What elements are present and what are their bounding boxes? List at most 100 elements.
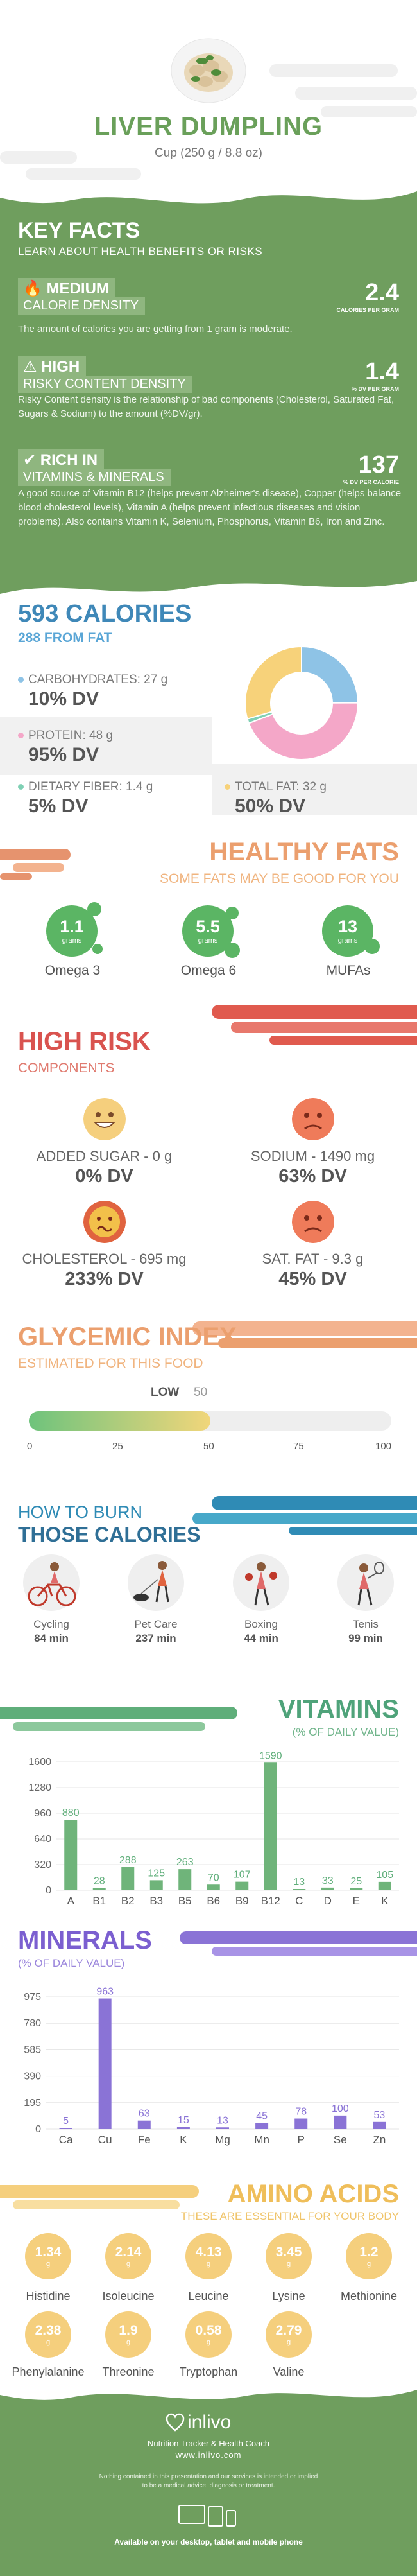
burn-boxing: Boxing 44 min xyxy=(226,1554,296,1650)
risky-density-desc: Risky Content density is the relationshi… xyxy=(18,394,395,419)
glycemic-decoration xyxy=(192,1321,417,1348)
y-tick-label: 0 xyxy=(46,1885,51,1896)
serving-size: Cup (250 g / 8.8 oz) xyxy=(155,146,262,160)
healthy-fats-title: HEALTHY FATS xyxy=(209,838,399,866)
calorie-density-level: 🔥 MEDIUM xyxy=(18,278,115,299)
value-label-E: 25 xyxy=(350,1876,362,1887)
protein-bg xyxy=(0,717,212,775)
bar-C xyxy=(293,1889,306,1890)
value-label-Zn: 53 xyxy=(374,2110,386,2121)
risky-density-unit: % DV PER GRAM xyxy=(351,386,399,392)
fiber-dot xyxy=(18,784,24,790)
amino-phenylalanine: 2.38 g Phenylalanine xyxy=(6,2311,90,2382)
happy-face-icon xyxy=(83,1098,126,1140)
bar-K xyxy=(176,2127,190,2129)
key-facts-section: KEY FACTS LEARN ABOUT HEALTH BENEFITS OR… xyxy=(0,186,417,604)
y-tick-label: 0 xyxy=(35,2124,41,2135)
vitamins-minerals-value: 137 xyxy=(358,451,399,478)
sad-face-icon xyxy=(292,1098,334,1140)
amino-threonine: 1.9 g Threonine xyxy=(87,2311,170,2382)
category-label-Zn: Zn xyxy=(373,2134,386,2146)
donut-slice-protein xyxy=(248,702,359,760)
y-tick-label: 640 xyxy=(34,1834,51,1845)
category-label-A: A xyxy=(67,1895,75,1907)
value-label-Cu: 963 xyxy=(96,1987,114,1997)
amino-tryptophan: 0.58 g Tryptophan xyxy=(167,2311,250,2382)
minerals-chart: 975 780 585 390 195 0 5 Ca 963 Cu 63 Fe 15 K 13 Mg 45 Mn 7… xyxy=(24,1987,399,2146)
value-label-Mn: 45 xyxy=(256,2110,268,2121)
glycemic-fill xyxy=(29,1411,210,1431)
amino-isoleucine: 2.14 g Isoleucine xyxy=(87,2233,170,2310)
category-label-B2: B2 xyxy=(121,1895,135,1907)
value-label-B3: 125 xyxy=(148,1868,165,1879)
bar-B3 xyxy=(149,1880,163,1890)
devices-icon xyxy=(178,2505,236,2527)
wave-top xyxy=(0,186,417,204)
category-label-C: C xyxy=(295,1895,303,1907)
risk-decoration xyxy=(212,1005,417,1045)
value-label-Fe: 63 xyxy=(139,2109,150,2119)
bar-B6 xyxy=(207,1884,220,1890)
category-label-Mg: Mg xyxy=(215,2134,230,2146)
amino-title: AMINO ACIDS xyxy=(227,2180,399,2208)
value-label-K: 15 xyxy=(178,2115,189,2126)
header-decoration xyxy=(0,64,417,180)
amino-histidine: 1.34 g Histidine xyxy=(6,2233,90,2310)
y-tick-label: 1600 xyxy=(28,1757,51,1768)
value-label-Mg: 13 xyxy=(217,2115,228,2126)
value-label-C: 13 xyxy=(293,1877,305,1888)
y-tick-label: 1280 xyxy=(28,1782,51,1793)
bar-B5 xyxy=(178,1869,192,1890)
burn-title2: THOSE CALORIES xyxy=(18,1523,201,1546)
risk-added-sugar: ADDED SUGAR - 0 g 0% DV xyxy=(0,1098,208,1188)
sick-face-icon xyxy=(83,1201,126,1243)
category-label-Cu: Cu xyxy=(98,2134,112,2146)
calories-donut-chart xyxy=(244,645,359,760)
amino-subtitle: THESE ARE ESSENTIAL FOR YOUR BODY xyxy=(180,2210,399,2222)
calorie-density-name: CALORIE DENSITY xyxy=(18,297,146,315)
category-label-E: E xyxy=(353,1895,360,1907)
bar-B1 xyxy=(92,1888,106,1890)
cycling-icon xyxy=(23,1554,80,1611)
bar-Mn xyxy=(255,2123,269,2129)
calories-from-fat: 288 FROM FAT xyxy=(18,631,112,645)
amino-methionine: 1.2 g Methionine xyxy=(327,2233,411,2310)
risk-sodium: SODIUM - 1490 mg 63% DV xyxy=(208,1098,417,1188)
sad-face-icon xyxy=(292,1201,334,1243)
fat-dot xyxy=(225,784,230,790)
bar-B12 xyxy=(264,1762,277,1890)
warning-icon: ⚠ xyxy=(23,358,37,376)
calories-title: 593 CALORIES xyxy=(18,600,192,627)
fat-mufas: 13 grams MUFAs xyxy=(307,899,390,989)
value-label-A: 880 xyxy=(62,1807,80,1818)
calorie-density-unit: CALORIES PER GRAM xyxy=(336,307,399,313)
y-tick-label: 390 xyxy=(24,2071,41,2082)
bar-Fe xyxy=(137,2120,151,2129)
glycemic-ticks: 0 25 50 75 100 xyxy=(27,1441,392,1452)
category-label-B1: B1 xyxy=(92,1895,106,1907)
footer-tagline: Nutrition Tracker & Health Coach xyxy=(147,2439,270,2448)
category-label-B9: B9 xyxy=(235,1895,249,1907)
pet-care-icon xyxy=(128,1554,184,1611)
value-label-B2: 288 xyxy=(119,1855,137,1866)
glycemic-subtitle: ESTIMATED FOR THIS FOOD xyxy=(18,1356,203,1371)
vitamins-minerals-unit: % DV PER CALORIE xyxy=(343,479,399,485)
category-label-B12: B12 xyxy=(261,1895,280,1907)
carbs-dot xyxy=(18,677,24,683)
burn-decoration xyxy=(192,1496,417,1535)
risky-density-level: ⚠ HIGH xyxy=(18,356,87,378)
bar-Mg xyxy=(216,2127,229,2129)
heart-logo-icon xyxy=(166,2413,185,2432)
vitamins-title: VITAMINS xyxy=(278,1695,399,1723)
bar-P xyxy=(294,2118,308,2129)
category-label-K: K xyxy=(381,1895,389,1907)
bar-E xyxy=(350,1888,363,1890)
fats-decoration xyxy=(0,849,71,880)
bar-B2 xyxy=(121,1867,135,1890)
footer-site[interactable]: www.inlivo.com xyxy=(175,2450,242,2460)
value-label-Se: 100 xyxy=(332,2103,349,2114)
risk-sat-fat: SAT. FAT - 9.3 g 45% DV xyxy=(208,1201,417,1291)
footer-available: Available on your desktop, tablet and mo… xyxy=(114,2537,303,2546)
donut-slice-carbs xyxy=(301,645,359,704)
value-label-P: 78 xyxy=(295,2107,307,2118)
